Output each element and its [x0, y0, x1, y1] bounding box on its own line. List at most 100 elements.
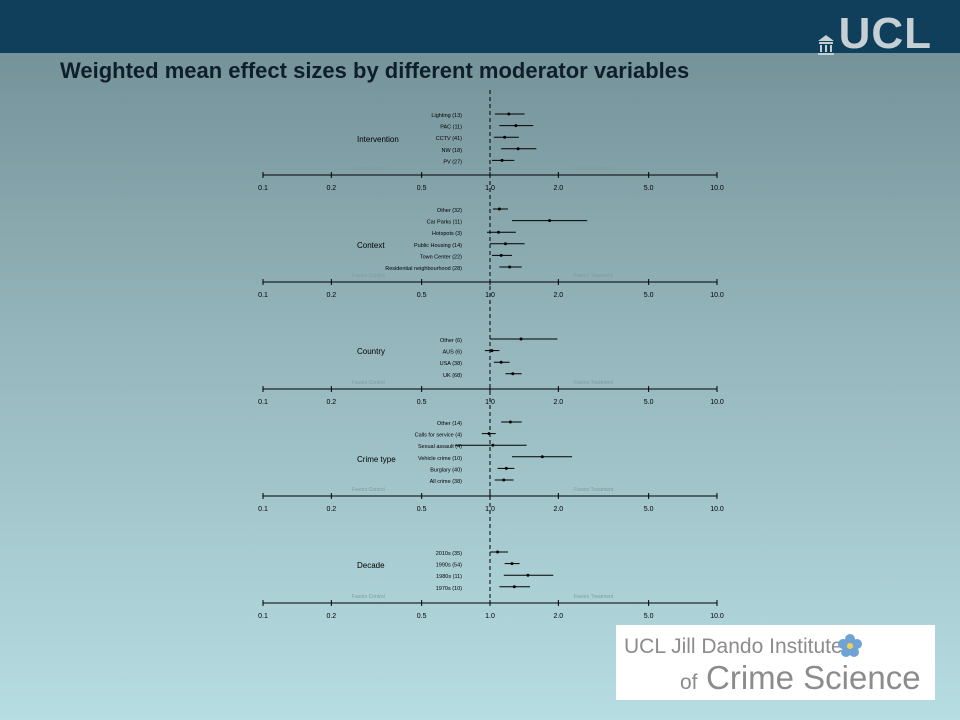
point-estimate: [511, 372, 515, 376]
point-estimate: [496, 230, 500, 234]
x-tick-label: 1.0: [485, 399, 495, 406]
x-tick-label: 5.0: [644, 292, 654, 299]
x-tick-label: 0.5: [417, 185, 427, 192]
point-estimate: [503, 242, 507, 246]
row-label: 1990s (54): [436, 563, 462, 569]
row-label: Residential neighbourhood (28): [385, 266, 462, 272]
row-label: NW (18): [442, 148, 463, 154]
x-tick-label: 2.0: [553, 506, 563, 513]
row-label: 2010s (35): [436, 551, 462, 557]
favors-control-label: Favors Control: [352, 380, 385, 386]
slide-title: Weighted mean effect sizes by different …: [60, 58, 690, 83]
row-label: Hotspots (3): [432, 231, 462, 237]
row-label: Other (32): [437, 208, 462, 214]
moderator-label: Context: [357, 241, 385, 250]
favors-treatment-label: Favors Treatment: [574, 380, 614, 386]
institute-of: of: [680, 671, 698, 694]
x-tick-label: 0.2: [326, 185, 336, 192]
x-tick-label: 1.0: [485, 613, 495, 620]
point-estimate: [496, 550, 500, 554]
favors-control-label: Favors Control: [352, 594, 385, 600]
point-estimate: [497, 207, 501, 211]
x-tick-label: 5.0: [644, 185, 654, 192]
ucl-logo: UCL: [817, 10, 932, 56]
point-estimate: [504, 466, 508, 470]
x-tick-label: 5.0: [644, 613, 654, 620]
x-tick-label: 0.5: [417, 399, 427, 406]
row-label: CCTV (41): [436, 136, 462, 142]
x-tick-label: 0.2: [326, 399, 336, 406]
x-tick-label: 10.0: [710, 292, 724, 299]
x-tick-label: 0.5: [417, 292, 427, 299]
x-tick-label: 0.1: [258, 399, 268, 406]
row-label: Other (14): [437, 421, 462, 427]
row-label: Town Center (22): [420, 254, 462, 260]
moderator-label: Intervention: [357, 135, 399, 144]
row-label: Vehicle crime (10): [418, 456, 462, 462]
institute-crime-science: Crime Science: [706, 659, 921, 696]
x-tick-label: 5.0: [644, 399, 654, 406]
x-tick-label: 1.0: [485, 506, 495, 513]
x-tick-label: 1.0: [485, 292, 495, 299]
institute-logo: UCL Jill Dando Institute of Crime Scienc…: [616, 625, 935, 700]
x-tick-label: 10.0: [710, 613, 724, 620]
x-tick-label: 0.5: [417, 506, 427, 513]
row-label: Calls for service (4): [415, 433, 463, 439]
x-tick-label: 0.1: [258, 292, 268, 299]
x-tick-label: 2.0: [553, 292, 563, 299]
x-tick-label: 2.0: [553, 613, 563, 620]
row-label: Other (6): [440, 338, 462, 344]
row-label: All crime (38): [430, 479, 463, 485]
row-label: Sexual assault (4): [418, 444, 462, 450]
row-label: PV (27): [443, 159, 462, 165]
point-estimate: [502, 478, 506, 482]
point-estimate: [500, 158, 504, 162]
point-estimate: [508, 420, 512, 424]
point-estimate: [487, 432, 491, 436]
point-estimate: [510, 562, 514, 566]
moderator-label: Country: [357, 347, 385, 356]
point-estimate: [499, 360, 503, 364]
point-estimate: [491, 443, 495, 447]
x-tick-label: 10.0: [710, 506, 724, 513]
institute-name-line1: UCL Jill Dando Institute: [624, 635, 843, 658]
favors-control-label: Favors Control: [352, 273, 385, 279]
favors-treatment-label: Favors Treatment: [574, 594, 614, 600]
point-estimate: [514, 124, 518, 128]
point-estimate: [548, 219, 552, 223]
row-label: PAC (11): [440, 125, 462, 131]
forget-me-not-flower-icon: [838, 634, 862, 657]
moderator-label: Crime type: [357, 455, 396, 464]
x-tick-label: 10.0: [710, 185, 724, 192]
x-tick-label: 0.1: [258, 185, 268, 192]
point-estimate: [503, 135, 507, 139]
favors-treatment-label: Favors Treatment: [574, 487, 614, 493]
ucl-portico-icon: [817, 35, 834, 55]
x-tick-label: 10.0: [710, 399, 724, 406]
x-tick-label: 2.0: [553, 185, 563, 192]
favors-control-label: Favors Control: [352, 166, 385, 172]
point-estimate: [508, 265, 512, 269]
row-label: UK (68): [443, 373, 462, 379]
point-estimate: [512, 585, 516, 589]
row-label: Public Housing (14): [414, 243, 462, 249]
point-estimate: [519, 337, 523, 341]
point-estimate: [516, 147, 520, 151]
x-tick-label: 0.2: [326, 506, 336, 513]
x-tick-label: 1.0: [485, 185, 495, 192]
point-estimate: [507, 112, 511, 116]
x-tick-label: 0.1: [258, 613, 268, 620]
favors-control-label: Favors Control: [352, 487, 385, 493]
row-label: AUS (6): [442, 350, 462, 356]
row-label: Car Parks (11): [427, 220, 463, 226]
x-tick-label: 0.2: [326, 292, 336, 299]
x-tick-label: 0.1: [258, 506, 268, 513]
point-estimate: [540, 455, 544, 459]
point-estimate: [490, 349, 494, 353]
row-label: Burglary (40): [430, 467, 462, 473]
x-tick-label: 5.0: [644, 506, 654, 513]
x-tick-label: 2.0: [553, 399, 563, 406]
ucl-logo-text: UCL: [838, 9, 932, 58]
moderator-label: Decade: [357, 561, 385, 570]
